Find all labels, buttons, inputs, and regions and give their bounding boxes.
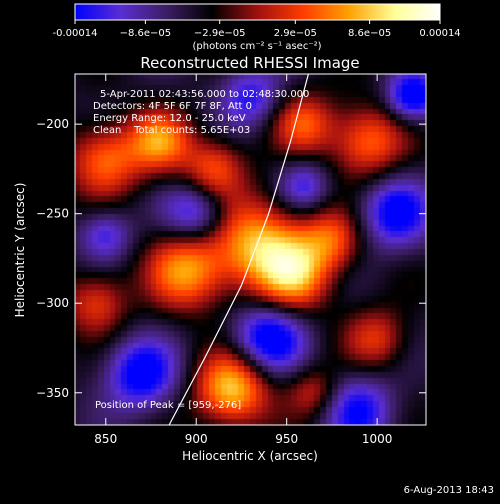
y-axis-label: Heliocentric Y (arcsec)	[13, 183, 27, 318]
heatmap-image	[75, 74, 426, 425]
y-tick-label: −200	[36, 117, 69, 131]
colorbar-unit-label: (photons cm⁻² s⁻¹ asec⁻²)	[192, 41, 321, 52]
info-line-time: 5-Apr-2011 02:43:56.000 to 02:48:30.000	[100, 89, 309, 100]
info-annotation: 5-Apr-2011 02:43:56.000 to 02:48:30.000 …	[93, 89, 309, 136]
colorbar-tick-label: −8.6e−05	[120, 28, 172, 39]
axis-ticks: 850 900 950 1000 −200 −250 −300 −350	[36, 74, 426, 446]
x-tick-label: 950	[275, 432, 298, 446]
peak-position-label: Position of Peak = [959,-276]	[95, 400, 241, 411]
x-axis-label: Heliocentric X (arcsec)	[182, 449, 318, 463]
colorbar-tick-label: -0.00014	[53, 28, 98, 39]
solar-limb-line	[168, 74, 309, 425]
x-tick-label: 900	[185, 432, 208, 446]
y-tick-label: −350	[36, 386, 69, 400]
colorbar-tick-label: 0.00014	[419, 28, 460, 39]
info-line-detectors: Detectors: 4F 5F 6F 7F 8F, Att 0	[93, 101, 252, 112]
plot-frame	[74, 73, 427, 426]
colorbar-ticks: -0.00014 −8.6e−05 −2.9e−05 2.9e−05 8.6e−05 0.…	[53, 20, 461, 39]
colorbar-tick-label: 8.6e−05	[348, 28, 391, 39]
chart-title: Reconstructed RHESSI Image	[140, 54, 359, 72]
date-stamp: 6-Aug-2013 18:43	[403, 485, 494, 496]
colorbar	[74, 3, 441, 21]
colorbar-tick-label: 2.9e−05	[274, 28, 317, 39]
x-tick-label: 1000	[362, 432, 393, 446]
y-tick-label: −300	[36, 296, 69, 310]
info-line-counts: Clean Total counts: 5.65E+03	[93, 125, 250, 136]
x-tick-label: 850	[94, 432, 117, 446]
y-tick-label: −250	[36, 207, 69, 221]
colorbar-tick-label: −2.9e−05	[194, 28, 246, 39]
info-line-energy: Energy Range: 12.0 - 25.0 keV	[93, 113, 246, 124]
